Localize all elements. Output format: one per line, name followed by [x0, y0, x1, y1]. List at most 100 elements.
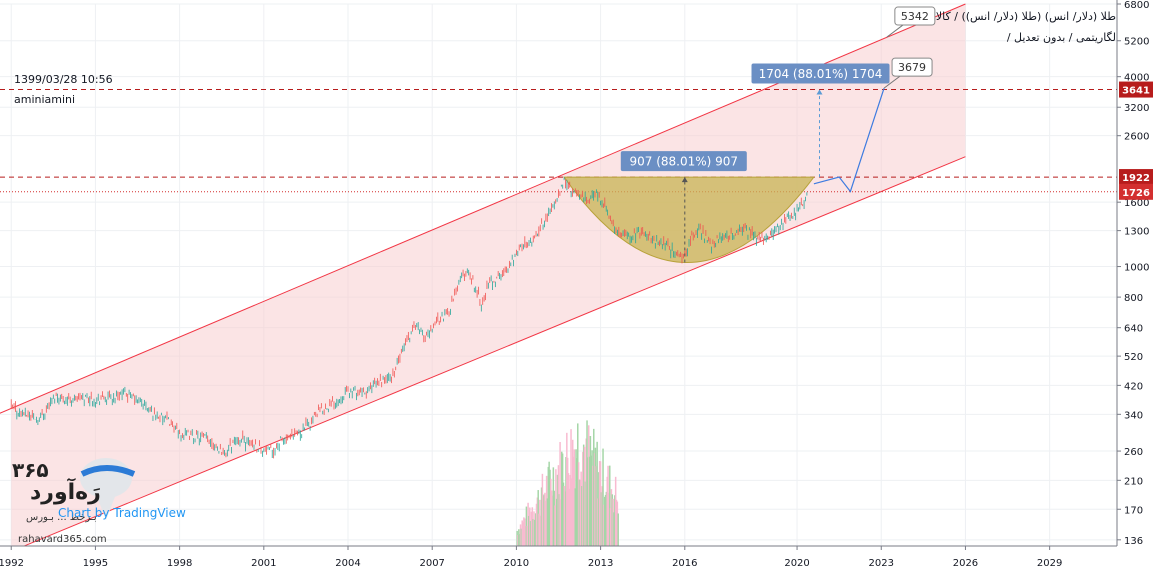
time-axis-bg: [0, 546, 1117, 572]
x-tick-label: 1992: [0, 558, 24, 569]
volume-bar: [539, 499, 541, 546]
price-callouts: 5342 3679: [883, 6, 936, 89]
volume-bar: [571, 478, 573, 546]
price-tag-1726: [1119, 183, 1153, 200]
volume-bar: [519, 524, 522, 546]
y-tick-label: 1300: [1124, 227, 1149, 238]
y-tick-label: 1600: [1124, 198, 1149, 209]
volume-bar: [533, 511, 535, 546]
volume-bar: [562, 482, 565, 546]
volume-bar: [537, 490, 539, 546]
volume-bar: [601, 486, 603, 546]
cup-shape: [563, 176, 815, 264]
volume-bar: [577, 462, 580, 546]
volume-bar: [616, 501, 619, 546]
x-tick-label: 2004: [335, 558, 360, 569]
volume-bar: [611, 494, 614, 546]
volume-bar: [561, 451, 563, 546]
volume-bar: [607, 465, 609, 546]
y-tick-label: 136: [1124, 536, 1143, 547]
y-tick-label: 4000: [1124, 73, 1149, 84]
callout-label: 3679: [898, 61, 926, 74]
volume-bar: [529, 507, 531, 546]
volume-bar: [614, 476, 617, 546]
volume-bar: [606, 476, 608, 546]
volume-bar: [583, 446, 586, 546]
volume-bar: [572, 456, 575, 546]
x-tick-label: 2016: [672, 558, 697, 569]
volume-bar: [570, 429, 572, 546]
volume-bar: [517, 535, 519, 546]
y-tick-label: 420: [1124, 381, 1143, 392]
chart-title: طلا (دلار/ انس) (طلا (دلار/ انس)) / کالا: [935, 10, 1116, 23]
volume-bar: [587, 457, 589, 546]
price-candles: [10, 177, 808, 459]
volume-bars: [516, 420, 619, 546]
measure-label: 907 (88.01%) 907: [630, 155, 739, 169]
logo-subtitle: بـرخط ... بـورس: [26, 512, 97, 523]
y-tick-label: 260: [1124, 447, 1143, 458]
volume-bar: [578, 479, 581, 546]
projection-line: [813, 87, 885, 193]
volume-bar: [602, 448, 604, 546]
volume-bar: [576, 458, 578, 546]
volume-bar: [527, 502, 529, 546]
volume-bar: [534, 519, 536, 546]
chart-subtitle: لگاریتمی / بدون تعدیل /: [1006, 31, 1116, 44]
channel-fill: [11, 4, 966, 552]
volume-bar: [580, 471, 582, 546]
x-tick-label: 2020: [784, 558, 809, 569]
volume-bar: [548, 461, 550, 546]
volume-bar: [557, 465, 560, 546]
volume-bar: [605, 491, 608, 546]
y-tick-label: 800: [1124, 293, 1143, 304]
volume-bar: [553, 490, 555, 546]
volume-bar: [555, 498, 558, 546]
volume-bar: [521, 520, 523, 546]
volume-bar: [582, 444, 585, 546]
volume-bar: [600, 492, 603, 546]
volume-bar: [558, 494, 560, 546]
volume-bar: [540, 487, 543, 546]
volume-bar: [603, 496, 606, 546]
callout-box: [891, 57, 933, 77]
price-tag-label: 1726: [1122, 188, 1150, 199]
y-tick-label: 170: [1124, 505, 1143, 516]
volume-bar: [532, 518, 534, 546]
volume-bar: [520, 528, 523, 546]
volume-bar: [566, 432, 568, 546]
volume-bar: [544, 492, 546, 546]
y-tick-label: 1000: [1124, 263, 1149, 274]
volume-bar: [556, 474, 559, 546]
volume-bar: [609, 508, 612, 546]
x-tick-label: 2001: [251, 558, 276, 569]
volume-bar: [538, 513, 540, 546]
volume-bar: [550, 478, 552, 546]
logo-name: رَه‌آورد: [30, 480, 101, 505]
volume-bar: [555, 469, 557, 546]
x-tick-label: 2010: [504, 558, 529, 569]
volume-bar: [547, 466, 550, 546]
volume-bar: [516, 530, 518, 546]
volume-bar: [559, 441, 561, 546]
price-tag-label: 3641: [1122, 86, 1150, 97]
datetime-label: 1399/03/28 10:56: [14, 73, 113, 86]
volume-bar: [584, 481, 587, 546]
rahavard-logo-icon: [80, 458, 136, 520]
volume-bar: [587, 425, 590, 546]
y-tick-label: 2600: [1124, 132, 1149, 143]
volume-bar: [564, 491, 566, 546]
volume-bar: [614, 495, 616, 546]
volume-bar: [551, 495, 554, 546]
callout-box: [894, 6, 936, 26]
volume-bar: [536, 497, 539, 546]
volume-bar: [524, 526, 527, 546]
cup-pattern: [563, 176, 815, 264]
volume-bar: [534, 513, 537, 546]
callout-pointer: [886, 24, 904, 38]
volume-bar: [575, 449, 577, 546]
y-tick-label: 640: [1124, 324, 1143, 335]
measure-arrow: [816, 89, 823, 95]
